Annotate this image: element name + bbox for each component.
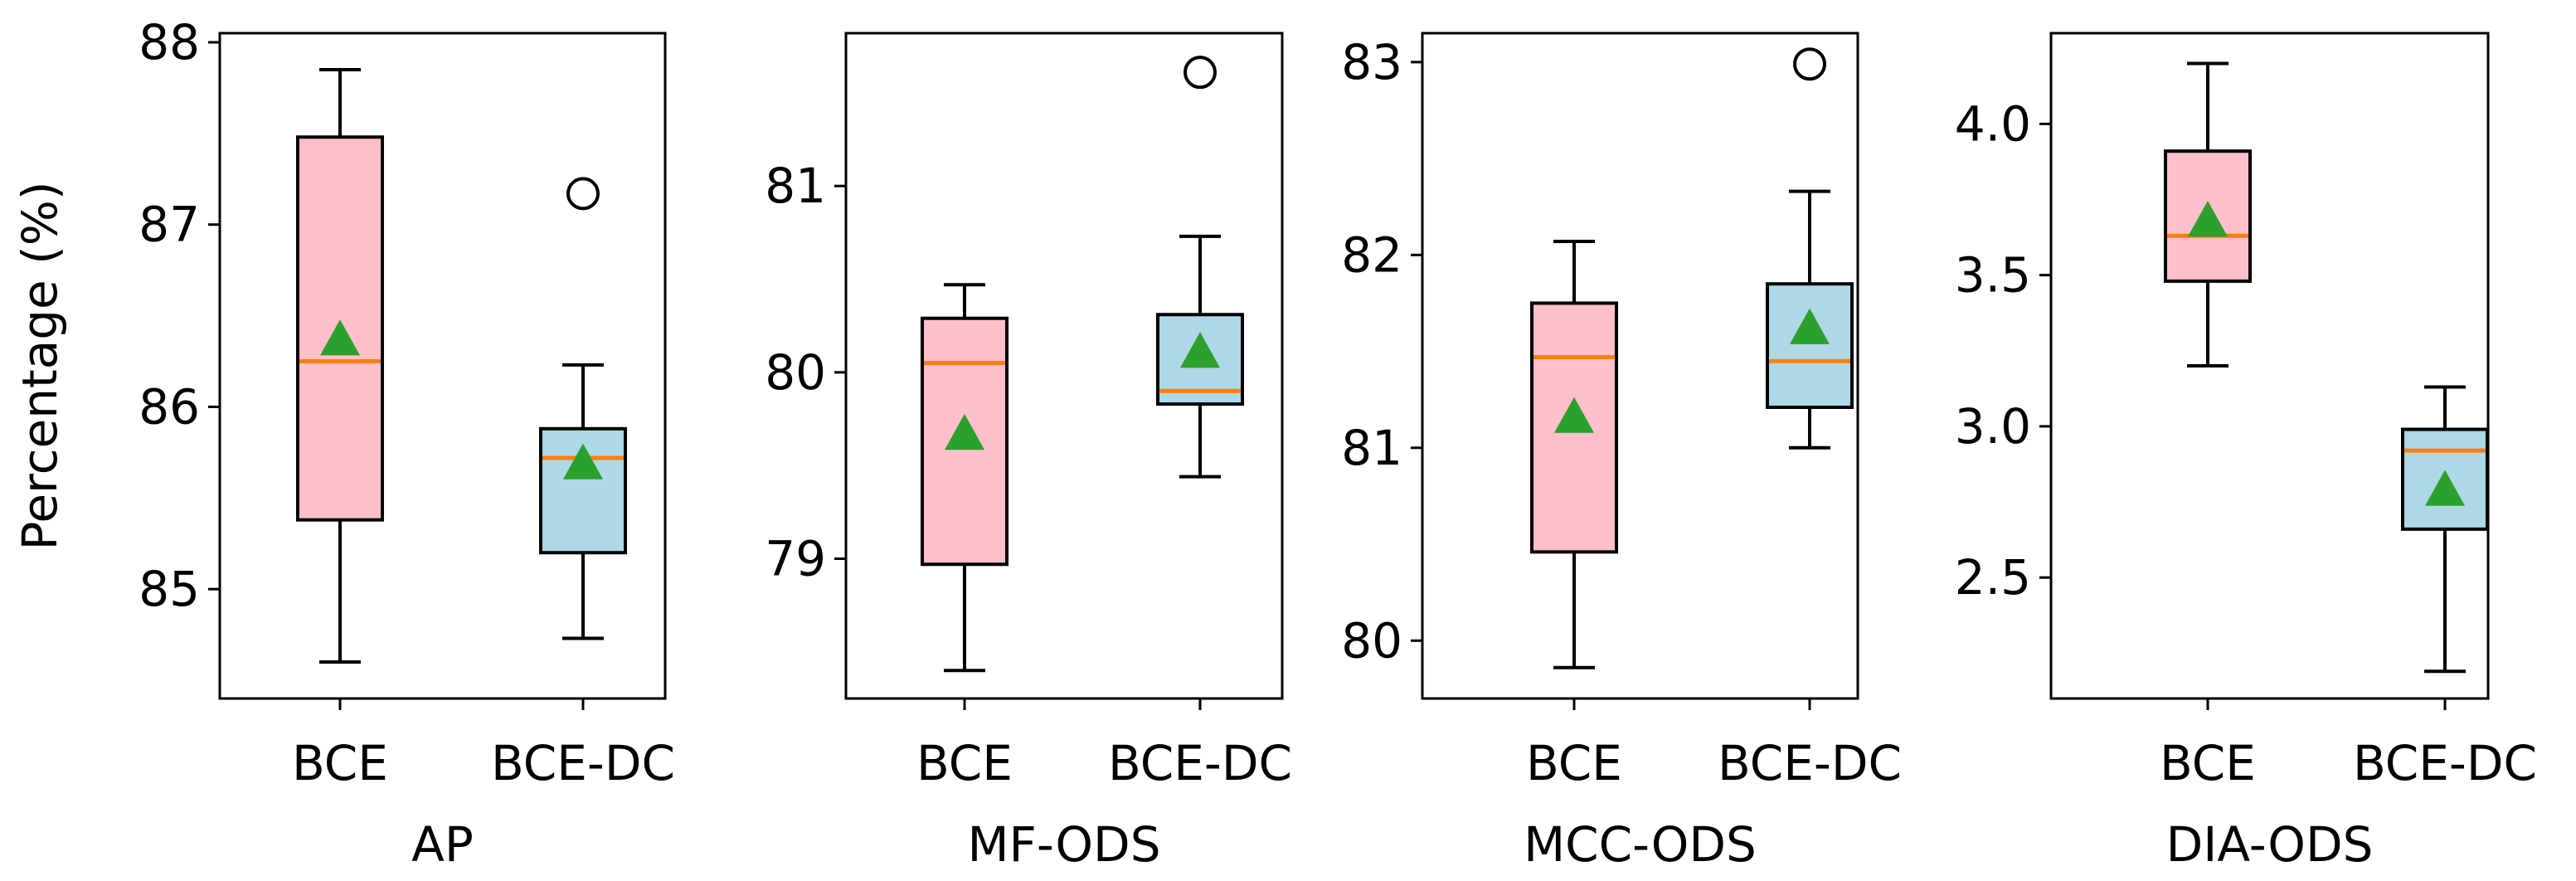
x-axis-label: AP [411,816,474,873]
y-tick-label: 81 [765,158,826,214]
box-bce [1530,240,1618,669]
y-tick-label: 3.0 [1955,398,2031,455]
box-bce-dc [539,177,627,640]
y-tick-label: 4.0 [1955,95,2031,152]
x-tick-label: BCE [1526,735,1622,791]
mean-marker [1554,397,1594,433]
box-bce [2164,61,2252,367]
box-bce [296,67,384,664]
mean-marker [2425,470,2465,506]
iqr-box [1766,282,1854,409]
x-tick-label: BCE-DC [1108,735,1292,791]
mean-marker [563,443,603,479]
subplot-ap: 85 86 87 88 BCE BCE-DC AP Percentage (%) [12,14,675,873]
x-axis-label: DIA-ODS [2166,816,2374,873]
y-tick-label: 3.5 [1955,247,2031,304]
mean-marker [2188,201,2228,237]
subplot-mcc-ods: 80 81 82 83 BCE BCE-DC MCC-ODS [1341,32,1902,873]
x-tick-label: BCE [292,735,388,791]
outlier-point [1184,56,1217,90]
box-bce-dc [1156,56,1244,479]
mean-marker [320,319,360,356]
y-tick-label: 81 [1341,420,1402,476]
y-axis-label: Percentage (%) [12,181,68,550]
outlier-point [1793,47,1826,81]
axes-frame [844,32,1284,700]
x-tick-label: BCE-DC [1718,735,1902,791]
y-tick-label: 2.5 [1955,549,2031,606]
y-tick-label: 79 [765,531,826,587]
axes-frame [218,32,667,700]
box-bce-dc [1766,47,1854,450]
y-tick-label: 82 [1341,226,1402,283]
x-axis-label: MCC-ODS [1524,816,1757,873]
axes-frame [2049,32,2490,700]
y-tick-label: 88 [139,14,200,71]
y-tick-label: 80 [765,344,826,401]
box-bce-dc [2401,385,2489,674]
box-bce [921,283,1009,673]
subplot-mf-ods: 79 80 81 BCE BCE-DC MF-ODS [765,32,1292,873]
mean-marker [1180,332,1220,368]
y-tick-label: 86 [139,378,200,435]
y-tick-label: 80 [1341,612,1402,669]
outlier-point [566,177,600,211]
y-tick-label: 83 [1341,34,1402,90]
axes-frame [1421,32,1859,700]
subplot-dia-ods: 2.5 3.0 3.5 4.0 BCE BCE-DC DIA-ODS [1955,32,2537,873]
x-tick-label: BCE-DC [2353,735,2537,791]
mean-marker [1790,308,1830,344]
x-tick-label: BCE-DC [491,735,675,791]
x-tick-label: BCE [2160,735,2256,791]
x-tick-label: BCE [916,735,1013,791]
mean-marker [945,413,984,450]
y-tick-label: 85 [139,561,200,617]
y-tick-label: 87 [139,197,200,253]
x-axis-label: MF-ODS [967,816,1160,873]
